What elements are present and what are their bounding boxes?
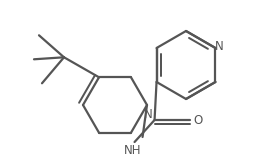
Text: NH: NH: [124, 143, 141, 156]
Text: N: N: [144, 108, 152, 120]
Text: O: O: [193, 113, 202, 126]
Text: N: N: [215, 39, 224, 52]
